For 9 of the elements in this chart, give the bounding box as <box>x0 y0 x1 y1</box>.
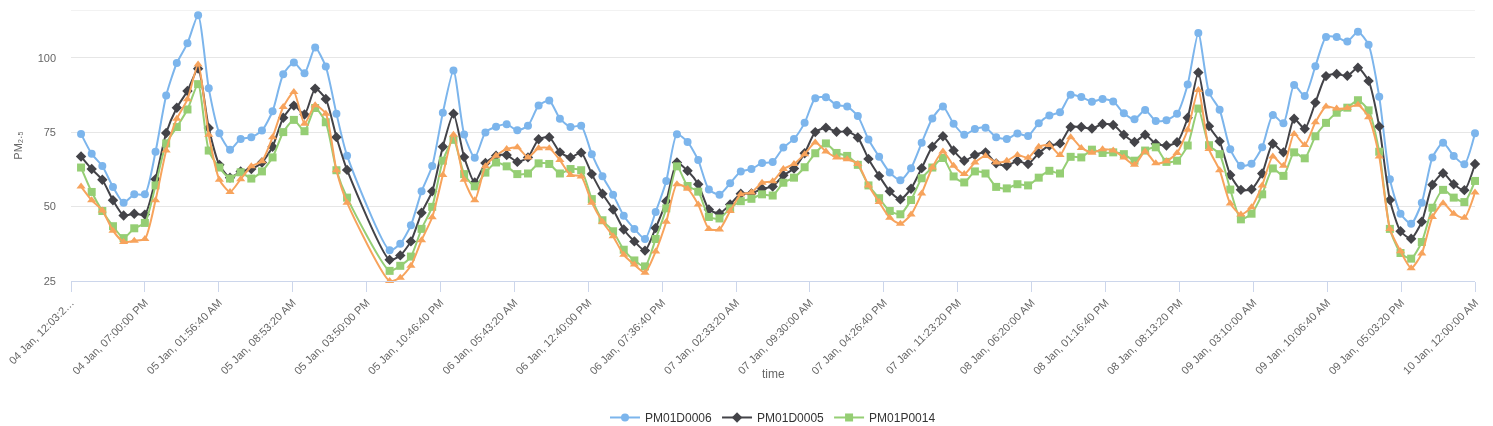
legend-label: PM01D0006 <box>645 411 713 426</box>
x-axis-title: time <box>762 367 785 381</box>
y-tick-label: 100 <box>37 51 56 64</box>
legend-label: PM01D0005 <box>757 411 825 426</box>
y-tick-label: 25 <box>43 274 56 287</box>
y-tick-label: 50 <box>43 200 56 213</box>
y-axis-title: PM₂.₅ <box>12 131 25 160</box>
y-tick-label: 75 <box>43 125 56 138</box>
legend-label: PM01P0014 <box>869 411 936 426</box>
